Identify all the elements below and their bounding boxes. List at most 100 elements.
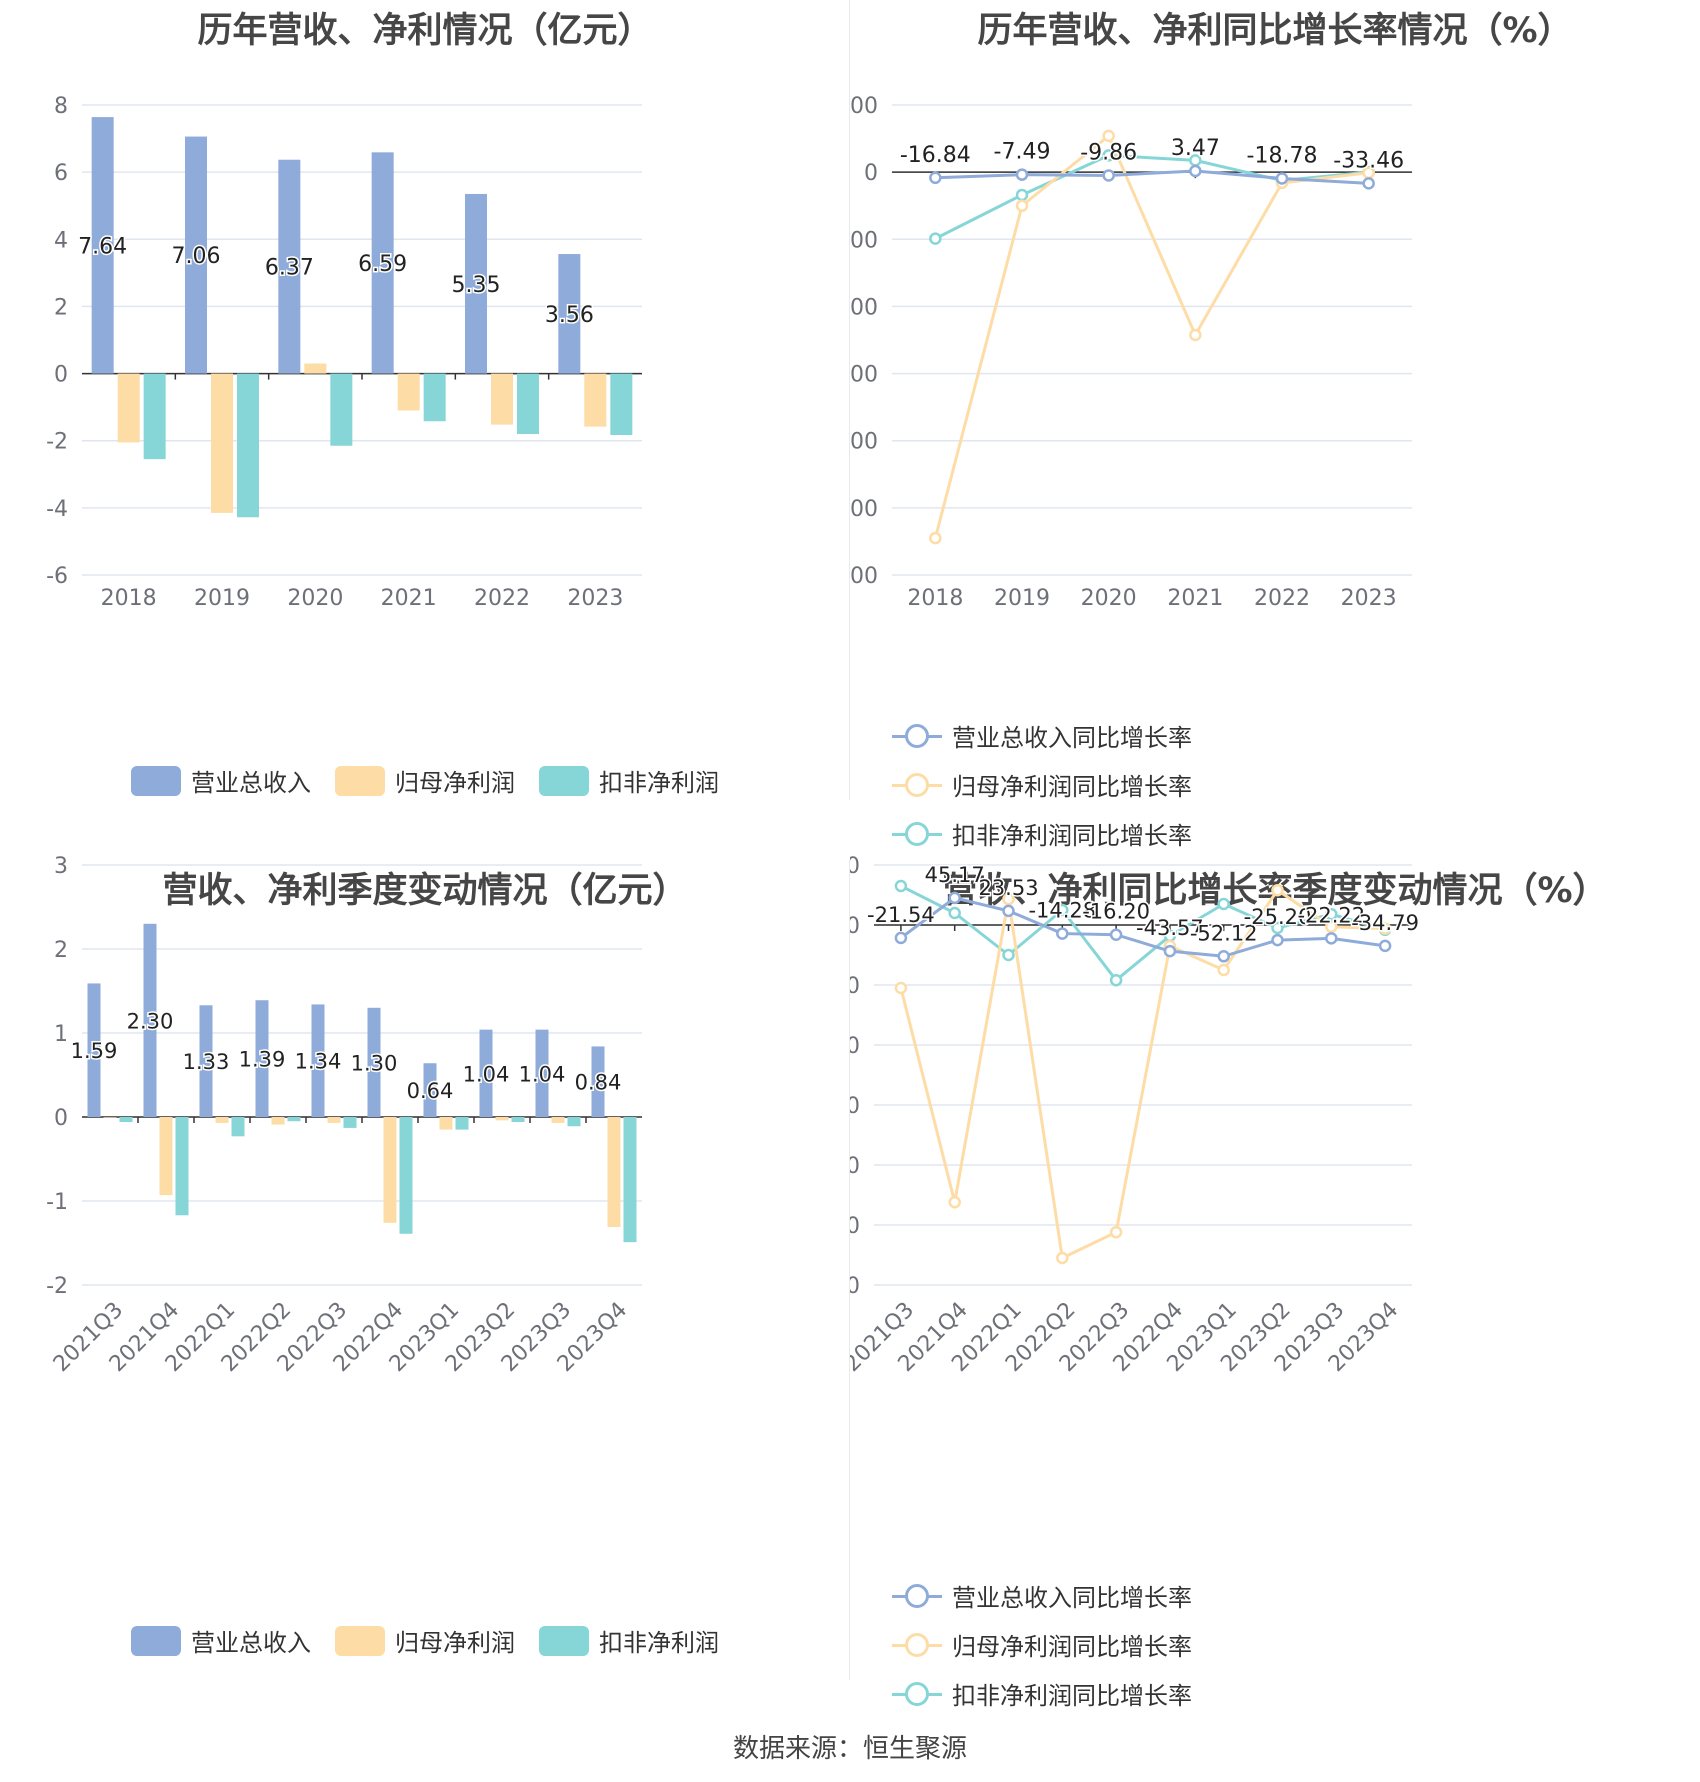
data-point xyxy=(1325,920,1338,934)
data-point xyxy=(1271,921,1284,935)
chart-legend: 营业总收入 归母净利润 扣非净利润 xyxy=(0,1623,850,1672)
x-tick-label: 2018 xyxy=(907,586,963,611)
data-point xyxy=(948,906,961,920)
chart-legend: 营业总收入同比增长率归母净利润同比增长率 扣非净利润同比增长率 xyxy=(880,1578,1480,1725)
legend-swatch xyxy=(892,721,942,751)
data-label: -34.79 xyxy=(1351,911,1419,935)
legend-item[interactable]: 扣非净利润同比增长率 xyxy=(892,1676,1192,1711)
data-label: 1.30 xyxy=(351,1051,398,1075)
data-label: 1.33 xyxy=(183,1050,230,1074)
bar-deducted-profit xyxy=(330,373,353,446)
data-label: 23.53 xyxy=(978,876,1038,900)
data-source-note: 数据来源：恒生聚源 xyxy=(732,1734,967,1764)
data-point xyxy=(1015,168,1029,181)
x-tick-label: 2019 xyxy=(994,586,1050,611)
x-tick-label: 2020 xyxy=(1081,586,1137,611)
bar-deducted-profit xyxy=(237,373,259,518)
data-point xyxy=(1362,177,1375,190)
legend-swatch xyxy=(539,765,589,796)
legend-label: 营业总收入同比增长率 xyxy=(952,724,1192,752)
data-point xyxy=(929,531,942,545)
legend-label: 营业总收入同比增长率 xyxy=(952,1584,1192,1612)
legend-label: 营业总收入 xyxy=(191,769,311,797)
legend-label: 归母净利润 xyxy=(395,1629,515,1657)
chart-title: 历年营收、净利情况（亿元） xyxy=(197,11,653,51)
data-label: 5.35 xyxy=(452,273,501,298)
data-point xyxy=(929,232,942,245)
data-label: 7.06 xyxy=(172,244,221,269)
legend-item[interactable]: 营业总收入同比增长率 xyxy=(892,1578,1192,1613)
data-label: 3.47 xyxy=(1171,136,1220,161)
data-point xyxy=(1271,933,1284,947)
bar-net-profit xyxy=(397,373,420,411)
legend-item[interactable]: 扣非净利润 xyxy=(539,1623,719,1658)
data-label: -7.49 xyxy=(994,140,1051,165)
y-tick-label: -200 xyxy=(850,228,878,253)
legend-item[interactable]: 扣非净利润 xyxy=(539,763,719,798)
y-tick-label: 200 xyxy=(850,94,878,119)
data-label: 1.04 xyxy=(463,1062,510,1086)
bar-deducted-profit xyxy=(399,1117,413,1234)
x-tick-label: 2018 xyxy=(101,586,157,611)
bar-revenue xyxy=(367,1007,381,1117)
y-tick-label: 6 xyxy=(54,161,68,186)
bar-net-profit xyxy=(551,1117,565,1123)
bar-net-profit xyxy=(304,363,327,374)
legend-item[interactable]: 归母净利润 xyxy=(335,1623,515,1658)
chart-title: 营收、净利季度变动情况（亿元） xyxy=(162,871,688,911)
data-label: 0.64 xyxy=(407,1079,454,1103)
data-point xyxy=(1325,932,1338,945)
annual-growth-rate-chart: 200 0 -200 -400 -600 -800 -1,000 -1,200 2018 2019… xyxy=(850,94,1412,611)
chart-legend: 营业总收入同比增长率归母净利润同比增长率 扣非净利润同比增长率 xyxy=(880,718,1480,865)
data-label: -25.20 xyxy=(1244,905,1312,929)
legend-swatch xyxy=(892,770,942,800)
data-point xyxy=(1056,903,1069,917)
data-point xyxy=(1109,973,1123,987)
y-tick-label: 3 xyxy=(54,854,68,879)
bar-revenue xyxy=(311,1004,325,1117)
bar-revenue xyxy=(278,159,301,374)
data-point xyxy=(1217,950,1230,963)
legend-swatch xyxy=(892,1630,942,1660)
bar-deducted-profit xyxy=(423,373,446,422)
data-point xyxy=(894,879,908,893)
data-point xyxy=(1325,907,1338,921)
data-point xyxy=(1056,1251,1069,1265)
legend-item[interactable]: 营业总收入 xyxy=(131,763,311,798)
y-tick-label: 0 xyxy=(54,363,68,388)
data-point xyxy=(1378,922,1392,935)
legend-item[interactable]: 归母净利润 xyxy=(335,763,515,798)
bar-deducted-profit xyxy=(143,373,166,460)
bar-deducted-profit xyxy=(343,1117,357,1128)
legend-item[interactable]: 营业总收入同比增长率 xyxy=(892,718,1192,753)
annual-revenue-profit-panel: 历年营收、净利情况（亿元） 8 6 4 2 0 -2 -4 -6 2018 2019 2020 202… xyxy=(0,0,850,860)
bar-net-profit xyxy=(383,1117,397,1223)
y-tick-label: -2 xyxy=(46,430,68,455)
y-tick-label: -800 xyxy=(850,430,878,455)
legend-item[interactable]: 归母净利润同比增长率 xyxy=(892,767,1192,802)
y-tick-label: 0 xyxy=(54,1106,68,1131)
bar-deducted-profit xyxy=(517,373,539,434)
bar-revenue xyxy=(591,1046,605,1117)
data-point xyxy=(894,931,908,945)
x-tick-label: 2023 xyxy=(1341,586,1397,611)
y-tick-label: -400 xyxy=(850,1154,860,1179)
quarterly-growth-rate-chart: 1000-100-200-300-400-500-6002021Q32021Q4… xyxy=(850,854,1420,1377)
data-point xyxy=(948,1195,961,1209)
legend-item[interactable]: 归母净利润同比增长率 xyxy=(892,1627,1192,1662)
chart-legend: 营业总收入 归母净利润 扣非净利润 xyxy=(0,763,850,812)
data-point xyxy=(1189,328,1202,342)
bar-deducted-profit xyxy=(511,1117,525,1123)
legend-item[interactable]: 营业总收入 xyxy=(131,1623,311,1658)
y-tick-label: -1,000 xyxy=(850,497,878,522)
x-tick-label: 2022 xyxy=(1254,586,1310,611)
data-label: 1.39 xyxy=(239,1048,286,1072)
legend-item[interactable]: 扣非净利润同比增长率 xyxy=(892,816,1192,851)
bar-net-profit xyxy=(327,1117,341,1123)
y-tick-label: 2 xyxy=(54,295,68,320)
y-tick-label: 0 xyxy=(850,914,860,939)
bar-net-profit xyxy=(117,373,140,443)
y-tick-label: 1 xyxy=(54,1022,68,1047)
bar-net-profit xyxy=(495,1117,509,1121)
quarterly-growth-rate-panel: 营收、净利同比增长率季度变动情况（%） 1000-100-200-300-400… xyxy=(850,854,1700,1720)
